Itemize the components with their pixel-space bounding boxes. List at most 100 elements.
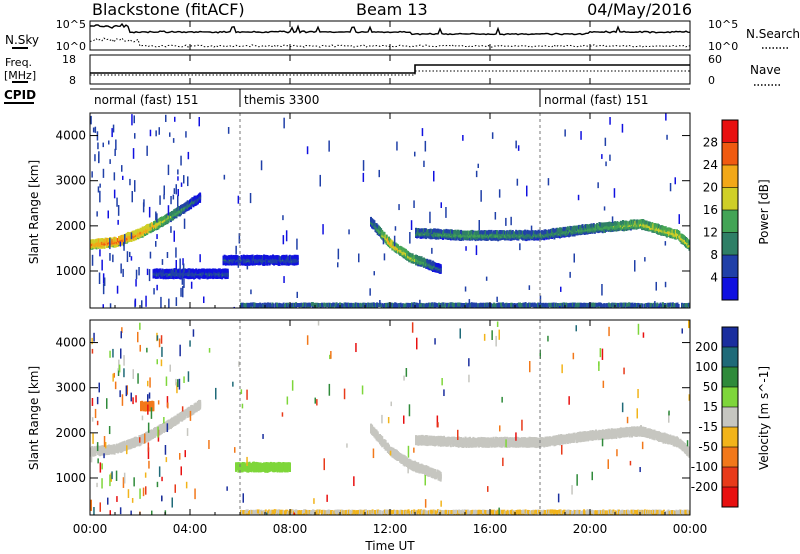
data-cell [168,419,171,424]
data-cell [383,231,386,236]
data-cell [367,302,370,307]
data-cell [351,303,354,308]
data-cell [578,302,581,307]
data-cell [97,238,100,243]
data-cell [245,259,247,264]
data-cell [292,255,295,260]
data-cell [254,302,257,307]
data-cell [370,302,373,307]
data-cell [508,230,511,234]
data-cell [183,206,186,211]
data-cell [441,302,444,307]
data-cell [277,259,280,264]
data-cell [184,202,187,207]
data-cell [480,190,482,202]
data-cell [177,169,179,175]
data-cell [663,226,666,231]
data-cell [676,229,678,234]
data-cell [110,444,113,449]
data-cell [238,259,241,264]
data-cell [474,303,476,308]
data-cell [437,265,440,270]
data-cell [506,303,509,308]
data-cell [234,259,237,263]
data-cell [171,214,173,219]
data-cell [518,232,521,237]
data-cell [624,220,627,225]
data-cell [525,235,528,240]
data-cell [290,255,292,260]
data-cell [473,232,476,237]
data-cell [546,230,549,235]
data-cell [207,268,210,273]
data-cell [102,284,105,295]
data-cell [418,304,421,308]
data-cell [653,223,656,227]
data-cell [621,303,624,308]
data-cell [176,269,179,274]
data-cell [572,225,575,230]
data-cell [327,302,330,307]
data-cell [534,230,537,235]
data-cell [426,232,429,236]
data-cell [114,148,116,156]
data-cell [442,231,444,236]
data-cell [393,303,395,308]
data-cell [155,427,158,431]
data-cell [516,178,519,186]
data-cell [111,128,113,138]
data-cell [375,223,378,228]
data-cell [625,303,628,308]
data-cell [274,255,277,260]
data-cell [512,303,515,308]
data-cell [625,225,628,230]
data-cell [293,254,296,259]
data-cell [182,286,184,298]
data-cell [178,412,181,417]
data-cell [247,260,250,265]
data-cell [534,303,537,308]
data-cell [158,424,161,429]
data-cell [342,303,345,308]
data-cell [409,303,412,307]
data-cell [198,193,200,198]
data-cell [634,260,636,272]
data-cell [317,303,320,307]
data-cell [514,231,516,236]
data-cell [644,257,646,262]
data-cell [498,302,501,307]
data-cell [178,206,181,211]
data-cell [362,172,365,182]
data-cell [232,255,235,259]
data-cell [424,140,427,152]
data-cell [490,303,493,308]
data-cell [524,302,527,307]
data-cell [285,258,288,263]
data-cell [477,163,479,169]
data-cell [216,269,219,274]
data-cell [145,228,148,233]
data-cell [597,302,600,307]
data-cell [615,303,618,308]
data-cell [524,229,527,234]
data-cell [117,205,120,216]
data-cell [537,302,539,307]
data-cell [533,302,536,307]
data-cell [407,250,410,255]
data-cell [434,302,437,307]
data-cell [619,220,622,225]
data-cell [171,417,173,422]
data-cell [462,303,465,307]
data-cell [490,232,493,237]
data-cell [552,302,555,307]
data-cell [183,410,186,415]
colorbar-swatch [722,187,738,211]
data-cell [640,222,642,226]
data-cell [195,195,198,200]
data-cell [141,300,143,308]
data-cell [436,263,439,268]
data-cell [489,235,492,240]
data-cell [358,253,360,263]
data-cell [415,302,418,307]
data-cell [207,272,210,277]
